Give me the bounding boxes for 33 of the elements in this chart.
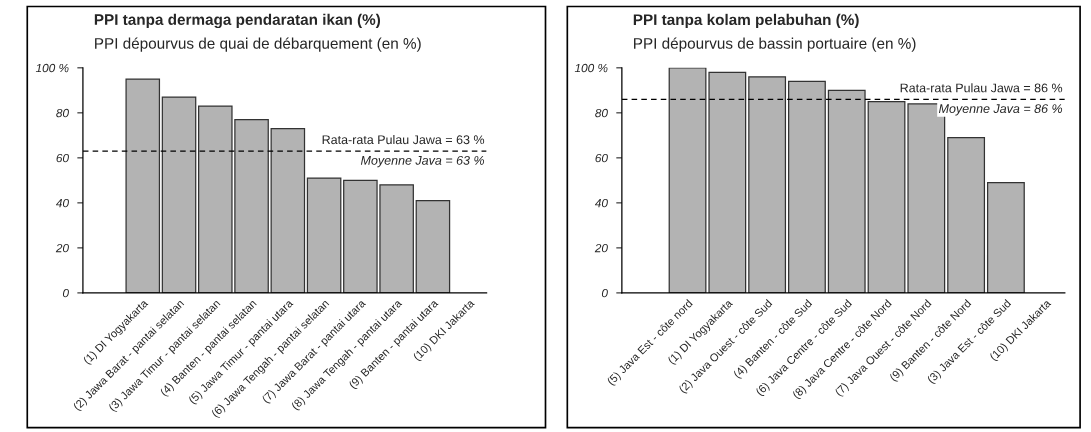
y-tick-label: 40 [55,198,69,208]
bar [947,136,986,293]
chart-subtitle: PPI dépourvus de quai de débarquement (en %) [95,37,421,52]
y-tick-label: 100 % [574,63,608,73]
y-tick-label: 80 [595,108,608,118]
y-tick-label: 20 [594,243,608,253]
bar [125,78,161,293]
chart-title: PPI tanpa dermaga pendaratan ikan (%) [94,13,381,29]
y-tick-label: 20 [55,243,69,253]
bar [867,100,906,293]
bar [787,80,826,293]
bar [827,89,866,293]
bar [708,71,747,293]
y-tick-label: 100 % [35,63,69,73]
ref-line-label: Rata-rata Pulau Jawa = 86 % [900,83,1063,93]
bar [986,181,1025,293]
ref-line-label: Rata-rata Pulau Jawa = 63 % [322,134,485,145]
y-tick-label: 0 [62,288,69,298]
annotation: Moyenne Java = 63 % [360,155,485,168]
y-tick-label: 60 [595,153,608,163]
bar [748,76,787,293]
bar [306,177,342,293]
annotation: Moyenne Java = 86 % [938,104,1063,116]
bar [668,67,707,293]
bar [270,127,306,293]
bar [161,96,197,293]
y-tick-label: 80 [56,108,69,118]
y-tick-label: 0 [601,288,608,298]
bar [415,199,451,293]
chart-subtitle: PPI dépourvus de bassin portuaire (en %) [634,37,916,52]
y-tick-label: 40 [594,198,608,208]
chart-title: PPI tanpa kolam pelabuhan (%) [633,13,859,29]
y-tick-label: 60 [56,153,69,163]
